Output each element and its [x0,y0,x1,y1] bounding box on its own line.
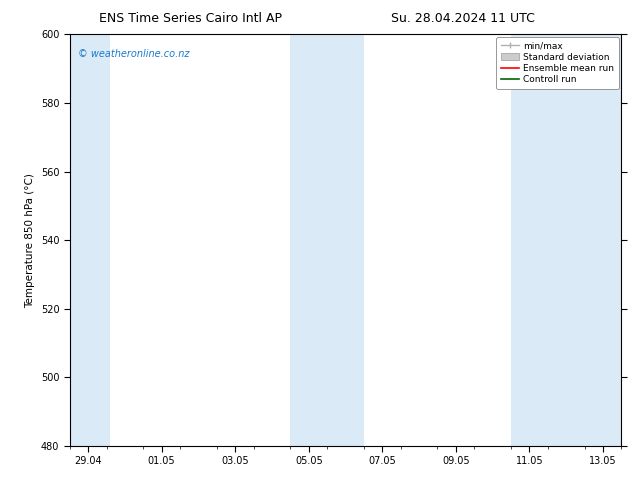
Bar [290,34,364,446]
Text: © weatheronline.co.nz: © weatheronline.co.nz [78,49,190,59]
Text: Su. 28.04.2024 11 UTC: Su. 28.04.2024 11 UTC [391,12,534,25]
Legend: min/max, Standard deviation, Ensemble mean run, Controll run: min/max, Standard deviation, Ensemble me… [496,37,619,89]
Bar [511,34,621,446]
Text: ENS Time Series Cairo Intl AP: ENS Time Series Cairo Intl AP [99,12,281,25]
Bar [70,34,110,446]
Y-axis label: Temperature 850 hPa (°C): Temperature 850 hPa (°C) [25,172,35,308]
